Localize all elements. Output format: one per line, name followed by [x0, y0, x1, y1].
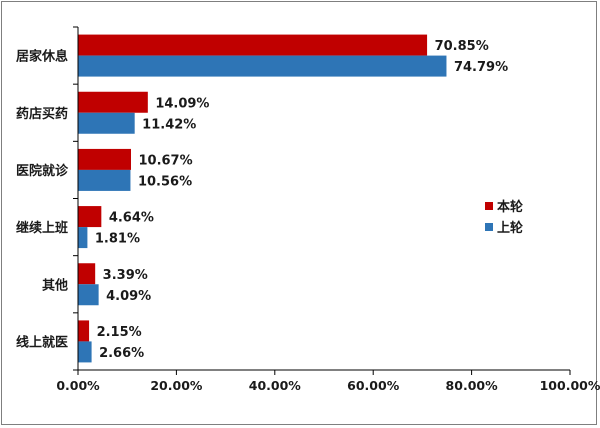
data-label: 3.39%	[103, 268, 148, 283]
legend-label: 上轮	[497, 220, 523, 236]
legend-swatch	[485, 223, 493, 231]
bar-current	[78, 263, 96, 285]
bar-previous	[78, 227, 88, 249]
x-tick-label: 80.00%	[446, 378, 499, 393]
bar-current	[78, 206, 102, 228]
x-tick-label: 0.00%	[56, 378, 100, 393]
data-label: 2.15%	[97, 325, 142, 340]
category-label: 线上就医	[16, 334, 68, 350]
data-label: 11.42%	[142, 117, 196, 132]
data-label: 10.56%	[138, 174, 192, 189]
bar-previous	[78, 341, 92, 363]
x-tick-label: 20.00%	[150, 378, 203, 393]
data-label: 14.09%	[155, 96, 209, 111]
legend-swatch	[485, 202, 493, 210]
data-label: 10.67%	[138, 153, 192, 168]
data-label: 4.09%	[106, 289, 151, 304]
data-label: 2.66%	[99, 346, 144, 361]
x-tick-label: 100.00%	[540, 378, 600, 393]
bar-current	[78, 148, 131, 170]
bar-previous	[78, 169, 131, 191]
x-tick-label: 40.00%	[249, 378, 302, 393]
legend-label: 本轮	[497, 199, 523, 215]
bar-previous	[78, 284, 99, 306]
data-label: 1.81%	[95, 232, 140, 247]
bar-current	[78, 320, 90, 342]
category-label: 居家休息	[16, 49, 68, 65]
data-label: 4.64%	[109, 211, 154, 226]
x-tick-label: 60.00%	[347, 378, 400, 393]
data-label: 74.79%	[454, 60, 508, 75]
bar-previous	[78, 112, 135, 134]
category-label: 其他	[42, 277, 68, 293]
bar-current	[78, 91, 148, 113]
data-label: 70.85%	[435, 39, 489, 54]
bar-current	[78, 34, 428, 56]
category-label: 医院就诊	[16, 163, 69, 179]
category-label: 药店买药	[16, 106, 68, 122]
bar-previous	[78, 55, 447, 77]
category-label: 继续上班	[16, 220, 68, 236]
